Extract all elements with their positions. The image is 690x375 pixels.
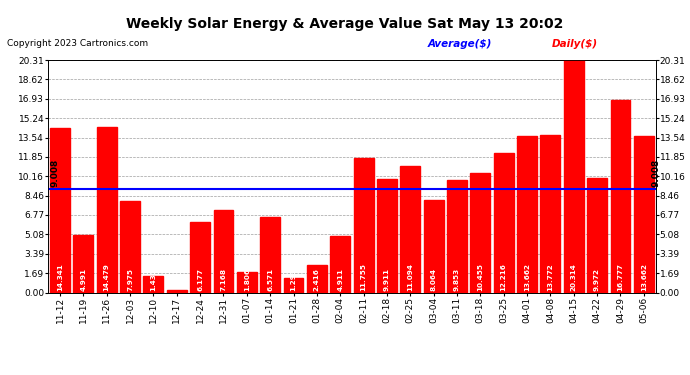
Bar bbox=[213, 210, 233, 292]
Text: Copyright 2023 Cartronics.com: Copyright 2023 Cartronics.com bbox=[7, 39, 148, 48]
Text: 4.911: 4.911 bbox=[337, 268, 343, 291]
Text: 14.479: 14.479 bbox=[104, 263, 110, 291]
Text: 11.755: 11.755 bbox=[361, 263, 366, 291]
Text: 6.571: 6.571 bbox=[267, 268, 273, 291]
Bar bbox=[144, 276, 164, 292]
Bar bbox=[611, 100, 631, 292]
Bar bbox=[424, 200, 444, 292]
Text: Weekly Solar Energy & Average Value Sat May 13 20:02: Weekly Solar Energy & Average Value Sat … bbox=[126, 17, 564, 31]
Text: 2.416: 2.416 bbox=[314, 268, 320, 291]
Bar bbox=[400, 165, 420, 292]
Bar bbox=[517, 136, 537, 292]
Bar bbox=[564, 60, 584, 292]
Text: 13.662: 13.662 bbox=[524, 263, 530, 291]
Bar bbox=[354, 158, 373, 292]
Bar bbox=[331, 236, 350, 292]
Text: 13.772: 13.772 bbox=[547, 263, 553, 291]
Text: 1.431: 1.431 bbox=[150, 268, 157, 291]
Text: 8.064: 8.064 bbox=[431, 268, 437, 291]
Bar bbox=[540, 135, 560, 292]
Text: 9.972: 9.972 bbox=[594, 268, 600, 291]
Text: 1.806: 1.806 bbox=[244, 268, 250, 291]
Text: 7.975: 7.975 bbox=[127, 268, 133, 291]
Bar bbox=[120, 201, 140, 292]
Bar bbox=[284, 278, 304, 292]
Text: 14.341: 14.341 bbox=[57, 263, 63, 291]
Text: 20.314: 20.314 bbox=[571, 263, 577, 291]
Bar bbox=[237, 272, 257, 292]
Text: 9.911: 9.911 bbox=[384, 268, 390, 291]
Bar bbox=[167, 290, 187, 292]
Text: 6.177: 6.177 bbox=[197, 268, 203, 291]
Bar bbox=[447, 180, 467, 292]
Text: 9.008: 9.008 bbox=[50, 159, 59, 187]
Text: Daily($): Daily($) bbox=[552, 39, 598, 49]
Text: 4.991: 4.991 bbox=[80, 268, 86, 291]
Bar bbox=[634, 136, 653, 292]
Text: 11.094: 11.094 bbox=[407, 263, 413, 291]
Text: 10.455: 10.455 bbox=[477, 263, 484, 291]
Bar bbox=[73, 236, 93, 292]
Text: 1.293: 1.293 bbox=[290, 268, 297, 291]
Bar bbox=[471, 173, 491, 292]
Bar bbox=[377, 179, 397, 292]
Bar bbox=[50, 128, 70, 292]
Text: 9.008: 9.008 bbox=[652, 159, 661, 187]
Text: 9.853: 9.853 bbox=[454, 268, 460, 291]
Bar bbox=[190, 222, 210, 292]
Text: 7.168: 7.168 bbox=[220, 268, 226, 291]
Bar bbox=[260, 217, 280, 292]
Text: Average($): Average($) bbox=[428, 39, 492, 49]
Bar bbox=[307, 265, 327, 292]
Text: 13.662: 13.662 bbox=[641, 263, 647, 291]
Bar bbox=[494, 153, 513, 292]
Bar bbox=[587, 178, 607, 292]
Bar bbox=[97, 127, 117, 292]
Text: 12.216: 12.216 bbox=[501, 263, 506, 291]
Text: 16.777: 16.777 bbox=[618, 263, 624, 291]
